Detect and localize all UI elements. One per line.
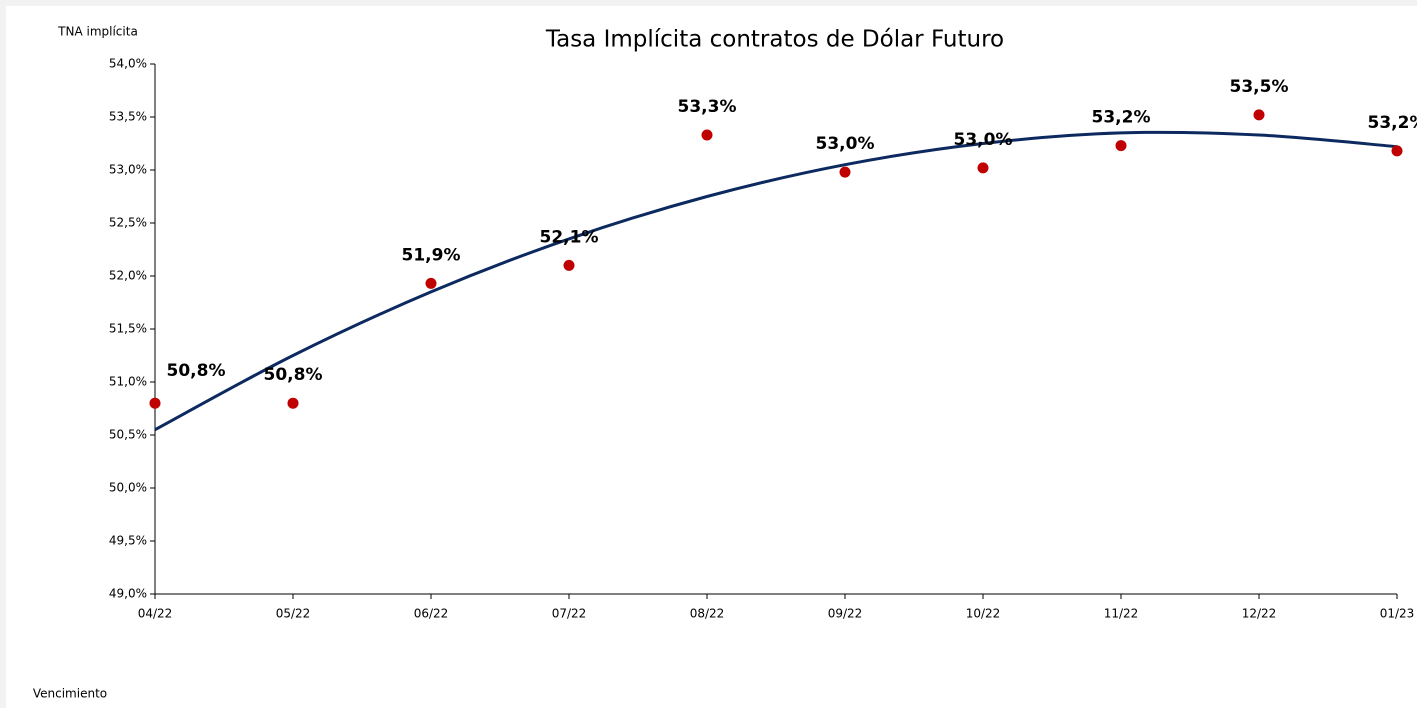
y-tick-label: 51,5% <box>109 322 147 336</box>
data-point <box>425 277 437 289</box>
y-axis-label: TNA implícita <box>57 25 138 39</box>
x-tick-label: 09/22 <box>828 607 863 621</box>
data-label: 53,2% <box>1368 113 1417 133</box>
y-tick-label: 50,0% <box>109 481 147 495</box>
data-label: 53,0% <box>954 130 1013 150</box>
chart-title: Tasa Implícita contratos de Dólar Futuro <box>545 27 1004 53</box>
x-tick-label: 01/23 <box>1380 607 1415 621</box>
data-point <box>1253 109 1265 121</box>
data-point <box>977 162 989 174</box>
data-point <box>701 129 713 141</box>
x-tick-label: 04/22 <box>138 607 173 621</box>
y-tick-label: 52,0% <box>109 269 147 283</box>
y-tick-label: 53,0% <box>109 163 147 177</box>
x-tick-label: 12/22 <box>1242 607 1277 621</box>
data-point <box>839 166 851 178</box>
data-label: 50,8% <box>264 365 323 385</box>
data-point <box>563 259 575 271</box>
data-label: 53,5% <box>1230 77 1289 97</box>
data-label: 53,2% <box>1092 108 1151 128</box>
y-tick-label: 50,5% <box>109 428 147 442</box>
data-label: 52,1% <box>540 227 599 247</box>
x-tick-label: 11/22 <box>1104 607 1139 621</box>
data-label: 51,9% <box>402 245 461 265</box>
data-label: 53,0% <box>816 134 875 154</box>
x-axis-label: Vencimiento <box>33 687 107 701</box>
y-tick-label: 53,5% <box>109 110 147 124</box>
data-point <box>287 397 299 409</box>
x-tick-label: 10/22 <box>966 607 1001 621</box>
trendline <box>154 130 1398 432</box>
y-tick-label: 49,5% <box>109 534 147 548</box>
data-label: 50,8% <box>167 361 226 381</box>
y-tick-label: 52,5% <box>109 216 147 230</box>
plot-background <box>6 6 1417 708</box>
y-tick-label: 49,0% <box>109 587 147 601</box>
x-tick-label: 06/22 <box>414 607 449 621</box>
x-tick-label: 08/22 <box>690 607 725 621</box>
data-point <box>1391 145 1403 157</box>
data-point <box>1115 140 1127 152</box>
data-label: 53,3% <box>678 97 737 117</box>
x-tick-label: 07/22 <box>552 607 587 621</box>
y-tick-label: 54,0% <box>109 57 147 71</box>
data-point <box>149 397 161 409</box>
x-tick-label: 05/22 <box>276 607 311 621</box>
y-tick-label: 51,0% <box>109 375 147 389</box>
